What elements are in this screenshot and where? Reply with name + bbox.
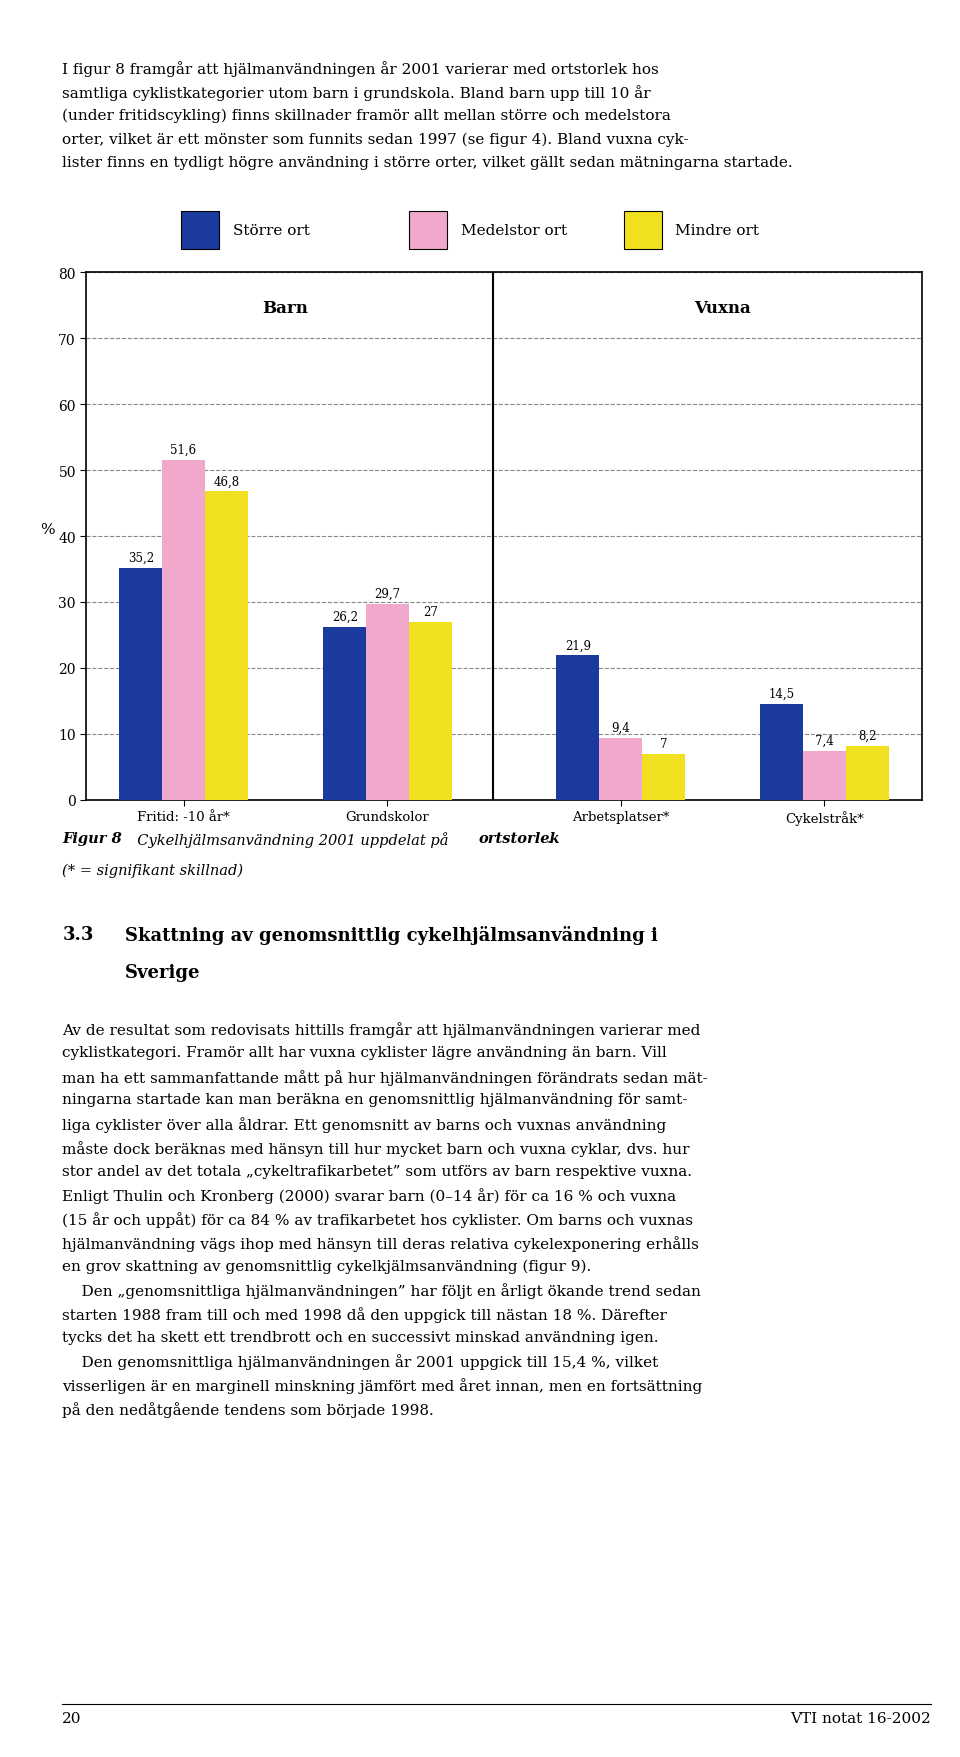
Text: .: . xyxy=(547,833,552,845)
Text: lister finns en tydligt högre användning i större orter, vilket gällt sedan mätn: lister finns en tydligt högre användning… xyxy=(62,156,793,170)
Bar xyxy=(642,754,684,801)
Bar xyxy=(557,655,599,801)
Text: en grov skattning av genomsnittlig cykelkjälmsanvändning (figur 9).: en grov skattning av genomsnittlig cykel… xyxy=(62,1260,591,1274)
Text: Den genomsnittliga hjälmanvändningen år 2001 uppgick till 15,4 %, vilket: Den genomsnittliga hjälmanvändningen år … xyxy=(62,1355,659,1370)
Text: 35,2: 35,2 xyxy=(128,552,154,564)
Text: starten 1988 fram till och med 1998 då den uppgick till nästan 18 %. Därefter: starten 1988 fram till och med 1998 då d… xyxy=(62,1307,667,1323)
Text: 9,4: 9,4 xyxy=(612,722,630,734)
Text: (under fritidscykling) finns skillnader framör allt mellan större och medelstora: (under fritidscykling) finns skillnader … xyxy=(62,109,671,123)
Text: 3.3: 3.3 xyxy=(62,926,94,944)
Bar xyxy=(846,747,889,801)
Text: Sverige: Sverige xyxy=(125,965,201,982)
Text: 29,7: 29,7 xyxy=(374,587,400,601)
Text: man ha ett sammanfattande mått på hur hjälmanvändningen förändrats sedan mät-: man ha ett sammanfattande mått på hur hj… xyxy=(62,1068,708,1086)
Text: på den nedåtgående tendens som började 1998.: på den nedåtgående tendens som började 1… xyxy=(62,1402,434,1418)
Bar xyxy=(804,752,846,801)
Text: Medelstor ort: Medelstor ort xyxy=(461,225,567,237)
Text: Vuxna: Vuxna xyxy=(694,299,751,316)
Text: Större ort: Större ort xyxy=(233,225,310,237)
Text: Mindre ort: Mindre ort xyxy=(676,225,759,237)
Text: Cykelhjälmsanvändning 2001 uppdelat på: Cykelhjälmsanvändning 2001 uppdelat på xyxy=(128,833,453,849)
Text: 26,2: 26,2 xyxy=(332,611,358,624)
Bar xyxy=(119,569,162,801)
Text: tycks det ha skett ett trendbrott och en successivt minskad användning igen.: tycks det ha skett ett trendbrott och en… xyxy=(62,1330,659,1344)
Text: Av de resultat som redovisats hittills framgår att hjälmanvändningen varierar me: Av de resultat som redovisats hittills f… xyxy=(62,1023,701,1038)
Text: 46,8: 46,8 xyxy=(213,474,239,488)
Text: (15 år och uppåt) för ca 84 % av trafikarbetet hos cyklister. Om barns och vuxna: (15 år och uppåt) för ca 84 % av trafika… xyxy=(62,1212,693,1228)
Y-axis label: %: % xyxy=(40,524,55,538)
Text: hjälmanvändning vägs ihop med hänsyn till deras relativa cykelexponering erhålls: hjälmanvändning vägs ihop med hänsyn til… xyxy=(62,1235,699,1251)
Bar xyxy=(624,213,661,249)
Text: I figur 8 framgår att hjälmanvändningen år 2001 varierar med ortstorlek hos: I figur 8 framgår att hjälmanvändningen … xyxy=(62,61,660,77)
Text: 20: 20 xyxy=(62,1711,82,1725)
Text: VTI notat 16-2002: VTI notat 16-2002 xyxy=(790,1711,931,1725)
Text: måste dock beräknas med hänsyn till hur mycket barn och vuxna cyklar, dvs. hur: måste dock beräknas med hänsyn till hur … xyxy=(62,1140,690,1156)
Text: 27: 27 xyxy=(422,606,438,618)
Text: liga cyklister över alla åldrar. Ett genomsnitt av barns och vuxnas användning: liga cyklister över alla åldrar. Ett gen… xyxy=(62,1117,666,1133)
Text: 7: 7 xyxy=(660,738,667,750)
Bar xyxy=(366,604,409,801)
Bar xyxy=(760,705,804,801)
Text: 14,5: 14,5 xyxy=(769,687,795,701)
Bar xyxy=(409,213,447,249)
Text: visserligen är en marginell minskning jämfört med året innan, men en fortsättnin: visserligen är en marginell minskning jä… xyxy=(62,1377,703,1393)
Text: 51,6: 51,6 xyxy=(171,443,197,457)
Bar xyxy=(599,738,642,801)
Text: 21,9: 21,9 xyxy=(564,640,590,652)
Text: ningarna startade kan man beräkna en genomsnittlig hjälmanvändning för samt-: ningarna startade kan man beräkna en gen… xyxy=(62,1093,687,1107)
Bar xyxy=(324,627,366,801)
Text: Enligt Thulin och Kronberg (2000) svarar barn (0–14 år) för ca 16 % och vuxna: Enligt Thulin och Kronberg (2000) svarar… xyxy=(62,1188,677,1204)
Text: Barn: Barn xyxy=(262,299,308,316)
Text: Figur 8: Figur 8 xyxy=(62,833,122,845)
Text: 8,2: 8,2 xyxy=(858,729,876,741)
Bar xyxy=(409,622,451,801)
Text: (* = signifikant skillnad): (* = signifikant skillnad) xyxy=(62,864,244,878)
Text: orter, vilket är ett mönster som funnits sedan 1997 (se figur 4). Bland vuxna cy: orter, vilket är ett mönster som funnits… xyxy=(62,134,689,148)
Text: Skattning av genomsnittlig cykelhjälmsanvändning i: Skattning av genomsnittlig cykelhjälmsan… xyxy=(125,926,658,944)
Text: 7,4: 7,4 xyxy=(815,734,834,748)
Bar xyxy=(162,460,204,801)
Text: stor andel av det totala „cykeltrafikarbetet” som utförs av barn respektive vuxn: stor andel av det totala „cykeltrafikarb… xyxy=(62,1165,692,1177)
Text: cyklistkategori. Framör allt har vuxna cyklister lägre användning än barn. Vill: cyklistkategori. Framör allt har vuxna c… xyxy=(62,1045,667,1059)
Bar xyxy=(181,213,219,249)
Text: ortstorlek: ortstorlek xyxy=(478,833,560,845)
Text: Den „genomsnittliga hjälmanvändningen” har följt en årligt ökande trend sedan: Den „genomsnittliga hjälmanvändningen” h… xyxy=(62,1283,701,1298)
Bar xyxy=(204,492,248,801)
Text: samtliga cyklistkategorier utom barn i grundskola. Bland barn upp till 10 år: samtliga cyklistkategorier utom barn i g… xyxy=(62,84,651,102)
